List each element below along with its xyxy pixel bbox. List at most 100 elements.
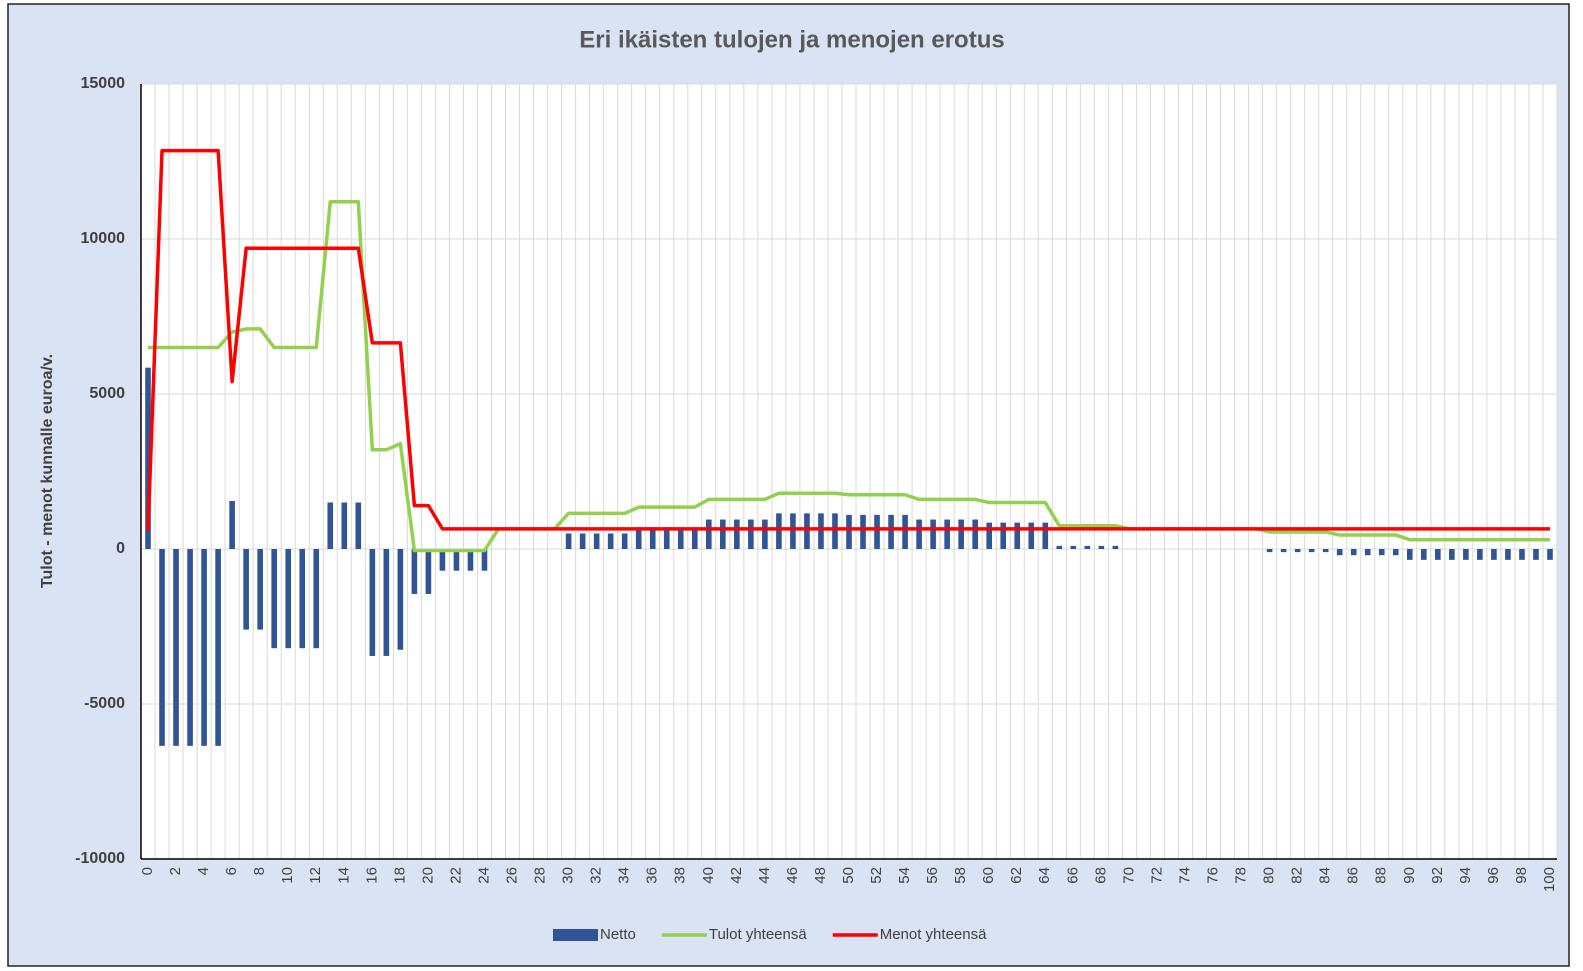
bar <box>734 519 740 549</box>
x-tick-label: 88 <box>1373 867 1390 884</box>
bar <box>215 549 221 746</box>
x-tick-label: 50 <box>840 867 857 884</box>
legend-label: Tulot yhteensä <box>709 926 807 943</box>
bar <box>159 549 165 746</box>
bar <box>579 533 586 549</box>
bar <box>874 514 880 549</box>
bar <box>271 549 277 649</box>
bar <box>1112 545 1119 549</box>
x-tick-label: 58 <box>952 867 969 884</box>
bar <box>425 549 432 594</box>
bar <box>902 514 908 549</box>
x-tick-label: 84 <box>1317 867 1334 884</box>
bar <box>1056 545 1063 549</box>
bar <box>1294 549 1301 553</box>
x-tick-label: 4 <box>195 867 212 875</box>
y-tick-label: 0 <box>116 540 125 557</box>
x-tick-label: 30 <box>560 867 577 884</box>
bar <box>439 549 446 571</box>
y-tick-label: -5000 <box>84 695 125 712</box>
y-tick-label: 10000 <box>81 230 126 247</box>
bar <box>1028 522 1035 549</box>
x-tick-label: 12 <box>307 867 324 884</box>
bar <box>1266 549 1273 553</box>
bar <box>944 519 950 549</box>
bar <box>257 549 263 630</box>
x-tick-label: 76 <box>1204 867 1221 884</box>
bar <box>888 514 894 549</box>
bar <box>229 500 235 549</box>
x-tick-label: 32 <box>588 867 605 884</box>
bar <box>145 367 151 549</box>
legend-label: Menot yhteensä <box>880 926 987 943</box>
x-tick-label: 56 <box>924 867 941 884</box>
bar <box>383 549 390 656</box>
bar <box>411 549 418 594</box>
x-tick-label: 44 <box>756 867 773 884</box>
bar <box>677 527 684 549</box>
bar <box>776 513 782 549</box>
x-tick-label: 22 <box>447 867 464 884</box>
x-tick-label: 60 <box>980 867 997 884</box>
bar <box>1449 549 1455 560</box>
bar <box>173 549 179 746</box>
bar <box>1378 549 1385 556</box>
x-tick-label: 6 <box>223 867 240 875</box>
y-axis-label: Tulot - menot kunnalle euroa/v. <box>39 354 56 588</box>
x-tick-label: 36 <box>644 867 661 884</box>
bar <box>1406 549 1413 560</box>
bar <box>1350 549 1357 556</box>
x-tick-label: 66 <box>1064 867 1081 884</box>
bar <box>593 533 600 549</box>
x-tick-label: 34 <box>616 867 633 884</box>
x-tick-label: 96 <box>1485 867 1502 884</box>
bar <box>621 533 628 549</box>
bar <box>1491 549 1497 560</box>
bar <box>1477 549 1483 560</box>
line <box>146 148 1550 531</box>
x-tick-label: 72 <box>1148 867 1165 884</box>
bar <box>1364 549 1371 556</box>
x-tick-label: 46 <box>784 867 801 884</box>
x-tick-label: 86 <box>1345 867 1362 884</box>
bar <box>1014 522 1021 549</box>
bar <box>1084 545 1091 549</box>
bar <box>846 514 852 549</box>
bar <box>1098 545 1105 549</box>
bar <box>986 522 993 549</box>
bar <box>1280 549 1287 553</box>
bar <box>1547 549 1553 560</box>
bar <box>1042 522 1049 549</box>
x-tick-label: 54 <box>896 867 913 884</box>
x-tick-label: 10 <box>279 867 296 884</box>
x-tick-label: 64 <box>1036 867 1053 884</box>
x-tick-label: 2 <box>167 867 184 875</box>
x-tick-label: 40 <box>700 867 717 884</box>
bar <box>705 519 712 549</box>
bar <box>481 549 488 571</box>
bar <box>369 549 376 656</box>
line <box>148 200 1550 553</box>
bar <box>1322 549 1329 553</box>
y-tick-label: 15000 <box>81 75 126 92</box>
x-tick-label: 0 <box>139 867 156 875</box>
bar <box>762 519 768 549</box>
bar <box>201 549 207 746</box>
bar <box>187 549 193 746</box>
x-tick-label: 62 <box>1008 867 1025 884</box>
bar <box>818 513 824 549</box>
x-tick-label: 80 <box>1261 867 1278 884</box>
bar <box>1336 549 1343 556</box>
x-tick-label: 38 <box>672 867 689 884</box>
bar <box>1392 549 1399 556</box>
bar <box>930 519 936 549</box>
x-tick-label: 74 <box>1176 867 1193 884</box>
bar <box>958 519 964 549</box>
bar <box>1519 549 1525 560</box>
bar <box>804 513 810 549</box>
bar <box>327 502 334 549</box>
bar <box>1505 549 1511 560</box>
x-tick-label: 92 <box>1429 867 1446 884</box>
